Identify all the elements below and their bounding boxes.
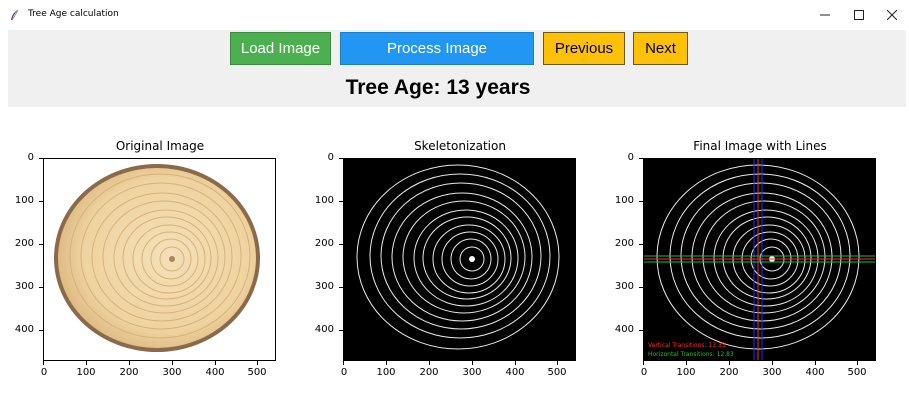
maximize-icon [854,10,864,20]
tick-mark [39,330,43,331]
x-tick: 400 [805,367,825,378]
tick-mark [557,361,558,365]
title-bar: Tree Age calculation [0,0,909,30]
tick-mark [343,361,344,365]
y-tick: 400 [614,324,634,335]
tree-ring-image [54,164,260,352]
x-tick: 300 [462,367,482,378]
tick-mark [386,361,387,365]
tick-mark [339,201,343,202]
x-tick: 300 [762,367,782,378]
load-image-button[interactable]: Load Image [230,32,331,65]
minimize-icon [820,14,830,16]
minimize-button[interactable] [808,0,842,30]
tick-mark [339,158,343,159]
y-tick: 0 [627,152,634,163]
close-button[interactable] [875,0,909,30]
process-image-button[interactable]: Process Image [340,32,534,65]
tick-mark [639,201,643,202]
tick-mark [129,361,130,365]
tick-mark [43,361,44,365]
x-tick: 200 [419,367,439,378]
tick-mark [257,361,258,365]
tick-mark [857,361,858,365]
y-tick: 0 [27,152,34,163]
tick-mark [429,361,430,365]
plot-title-final: Final Image with Lines [693,139,827,153]
control-panel: Load Image Process Image Previous Next T… [8,30,906,107]
tick-mark [772,361,773,365]
x-tick: 100 [76,367,96,378]
y-tick: 300 [14,281,34,292]
x-tick: 400 [505,367,525,378]
tick-mark [339,330,343,331]
previous-button[interactable]: Previous [543,32,625,65]
tick-mark [39,201,43,202]
tick-mark [86,361,87,365]
maximize-button[interactable] [842,0,876,30]
x-tick: 0 [340,367,348,378]
next-button[interactable]: Next [633,32,688,65]
window-title: Tree Age calculation [28,9,119,19]
x-tick: 100 [676,367,696,378]
y-tick: 300 [314,281,334,292]
horizontal-transitions-text: Horizontal Transitions: 12.83 [648,351,734,358]
y-tick: 400 [314,324,334,335]
tick-mark [639,287,643,288]
tick-mark [39,244,43,245]
x-tick: 300 [162,367,182,378]
x-tick: 200 [119,367,139,378]
y-tick: 300 [614,281,634,292]
tick-mark [815,361,816,365]
final-image [644,159,875,360]
skeleton-image [356,164,560,350]
x-tick: 500 [847,367,867,378]
original-image-axes [43,158,276,361]
x-tick: 100 [376,367,396,378]
feather-icon [11,9,19,21]
x-tick: 500 [247,367,267,378]
tick-mark [472,361,473,365]
tick-mark [729,361,730,365]
y-tick: 100 [614,195,634,206]
tick-mark [215,361,216,365]
y-tick: 100 [14,195,34,206]
tick-mark [639,244,643,245]
x-tick: 400 [205,367,225,378]
tick-mark [39,287,43,288]
plot-title-skeleton: Skeletonization [414,139,506,153]
tick-mark [339,244,343,245]
x-tick: 200 [719,367,739,378]
tree-age-label: Tree Age: 13 years [345,76,531,99]
close-icon [887,10,897,20]
tick-mark [686,361,687,365]
vertical-transitions-text: Vertical Transitions: 13.33 [648,342,726,349]
y-tick: 200 [14,238,34,249]
y-tick: 200 [314,238,334,249]
y-tick: 100 [314,195,334,206]
y-tick: 200 [614,238,634,249]
x-tick: 0 [40,367,48,378]
final-image-axes: Vertical Transitions: 13.33 Horizontal T… [643,158,876,361]
y-tick: 400 [14,324,34,335]
y-tick: 0 [327,152,334,163]
tick-mark [639,330,643,331]
tick-mark [339,287,343,288]
x-tick: 500 [547,367,567,378]
x-tick: 0 [640,367,648,378]
skeleton-image-axes [343,158,576,361]
plot-title-original: Original Image [115,139,205,153]
tick-mark [39,158,43,159]
tick-mark [643,361,644,365]
tick-mark [515,361,516,365]
tick-mark [639,158,643,159]
tick-mark [172,361,173,365]
